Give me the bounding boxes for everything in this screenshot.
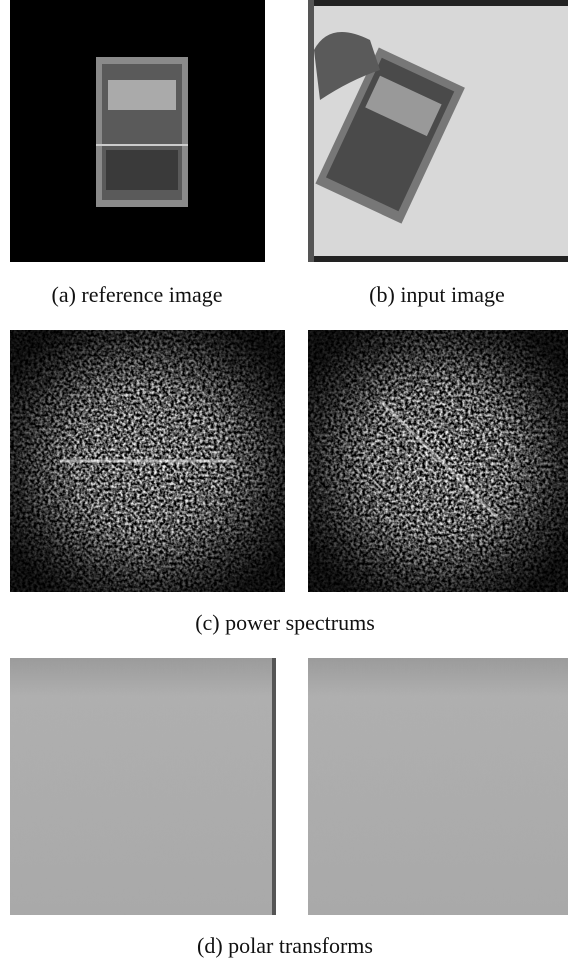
polar-transform	[10, 658, 276, 915]
caption: (b) input image	[369, 282, 505, 307]
reference-image	[10, 0, 265, 262]
power-spectrum	[308, 330, 568, 592]
caption: (c) power spectrums	[195, 610, 375, 635]
input-image	[308, 0, 568, 262]
power-spectrum	[10, 330, 285, 592]
polar-transform	[308, 658, 568, 915]
caption: (d) polar transforms	[197, 933, 373, 958]
caption: (a) reference image	[52, 282, 223, 307]
figure: (a) reference image (b) input image (c) …	[0, 0, 571, 966]
